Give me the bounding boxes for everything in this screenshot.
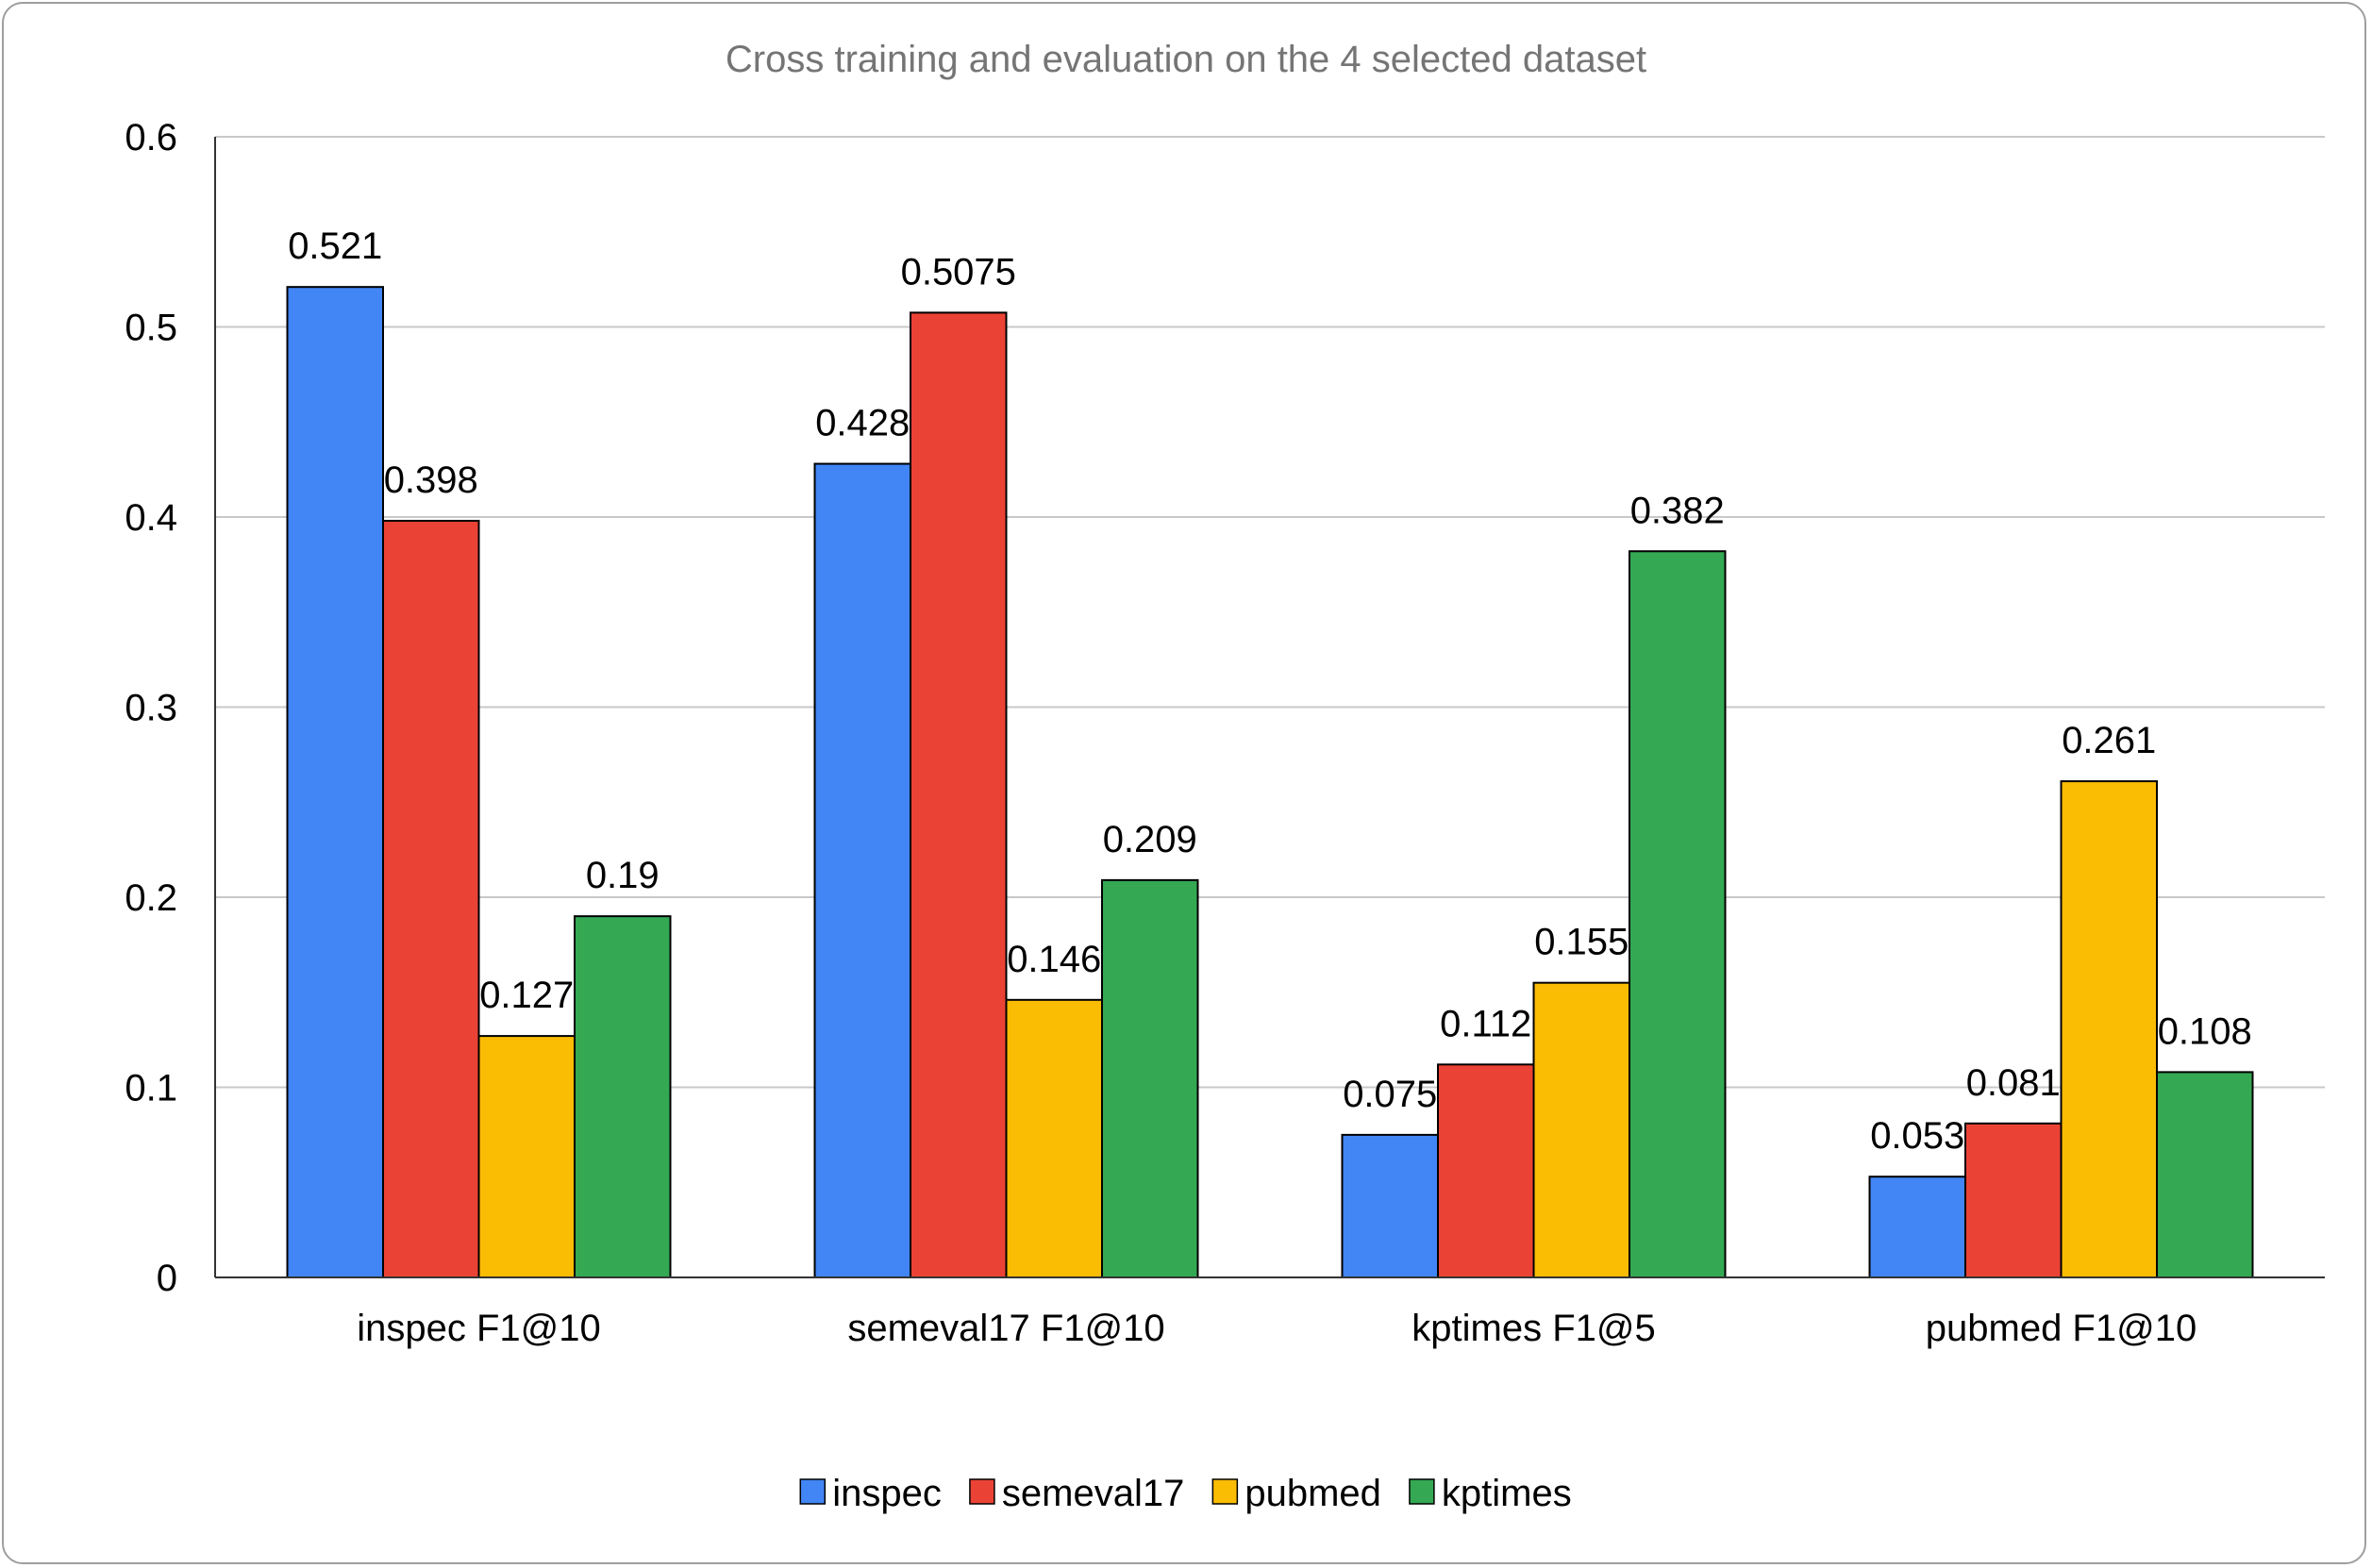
legend-swatch-kptimes <box>1409 1478 1435 1505</box>
y-axis-ticks: 0 0.1 0.2 0.3 0.4 0.5 0.6 <box>125 117 177 1299</box>
x-axis-categories: inspec F1@10 semeval17 F1@10 kptimes F1@5 p… <box>357 1308 2197 1349</box>
bar-kptimes-0 <box>574 915 672 1279</box>
bar-semeval17-1 <box>910 311 1008 1278</box>
legend-label: inspec <box>832 1473 942 1514</box>
data-label: 0.261 <box>2062 720 2156 761</box>
data-label: 0.382 <box>1630 490 1725 531</box>
y-tick-label: 0.2 <box>125 877 177 919</box>
data-label: 0.112 <box>1440 1003 1531 1044</box>
data-label: 0.521 <box>288 225 382 267</box>
bar-kptimes-3 <box>2156 1071 2254 1278</box>
legend: inspec semeval17 pubmed kptimes <box>799 1473 1572 1514</box>
axes <box>214 137 2325 1278</box>
gridlines <box>215 136 2325 1089</box>
legend-swatch-inspec <box>799 1478 827 1505</box>
bar-inspec-3 <box>1868 1176 1966 1278</box>
data-labels: 0.521 0.428 0.075 0.053 0.398 0.5075 0.112 0.08… <box>288 225 2252 1157</box>
data-label: 0.146 <box>1007 939 1101 980</box>
bars <box>286 286 2254 1279</box>
data-label: 0.428 <box>815 403 910 444</box>
data-label: 0.108 <box>2158 1010 2252 1052</box>
data-label: 0.053 <box>1870 1115 1964 1157</box>
y-tick-label: 0 <box>157 1258 177 1299</box>
bar-inspec-0 <box>286 286 384 1278</box>
data-label: 0.127 <box>479 975 574 1016</box>
bar-pubmed-1 <box>1005 998 1103 1279</box>
x-category-label: semeval17 F1@10 <box>847 1308 1164 1349</box>
bar-pubmed-0 <box>477 1035 576 1278</box>
legend-swatch-pubmed <box>1211 1478 1239 1505</box>
data-label: 0.155 <box>1534 922 1629 963</box>
y-tick-label: 0.4 <box>125 497 177 539</box>
bar-pubmed-3 <box>2060 780 2158 1278</box>
bar-semeval17-3 <box>1964 1122 2063 1279</box>
x-category-label: kptimes F1@5 <box>1412 1308 1655 1349</box>
data-label: 0.19 <box>586 855 660 896</box>
y-tick-label: 0.1 <box>125 1068 177 1109</box>
bar-kptimes-1 <box>1101 878 1199 1278</box>
bar-pubmed-2 <box>1532 981 1630 1279</box>
data-label: 0.209 <box>1103 819 1197 860</box>
chart-title: Cross training and evaluation on the 4 s… <box>726 39 1646 80</box>
data-label: 0.5075 <box>901 251 1016 292</box>
legend-label: kptimes <box>1442 1473 1572 1514</box>
legend-swatch-semeval17 <box>969 1478 995 1505</box>
data-label: 0.398 <box>384 459 478 501</box>
bar-semeval17-0 <box>382 520 480 1278</box>
y-tick-label: 0.5 <box>125 308 177 349</box>
bar-inspec-1 <box>813 462 911 1278</box>
data-label: 0.081 <box>1966 1062 2061 1104</box>
bar-semeval17-2 <box>1437 1063 1535 1278</box>
data-label: 0.075 <box>1343 1074 1437 1115</box>
x-category-label: inspec F1@10 <box>357 1308 601 1349</box>
bar-kptimes-2 <box>1629 550 1727 1278</box>
bar-inspec-2 <box>1341 1133 1439 1278</box>
y-tick-label: 0.3 <box>125 688 177 729</box>
legend-label: pubmed <box>1244 1473 1381 1514</box>
y-tick-label: 0.6 <box>125 117 177 158</box>
x-category-label: pubmed F1@10 <box>1926 1308 2197 1349</box>
legend-label: semeval17 <box>1002 1473 1184 1514</box>
